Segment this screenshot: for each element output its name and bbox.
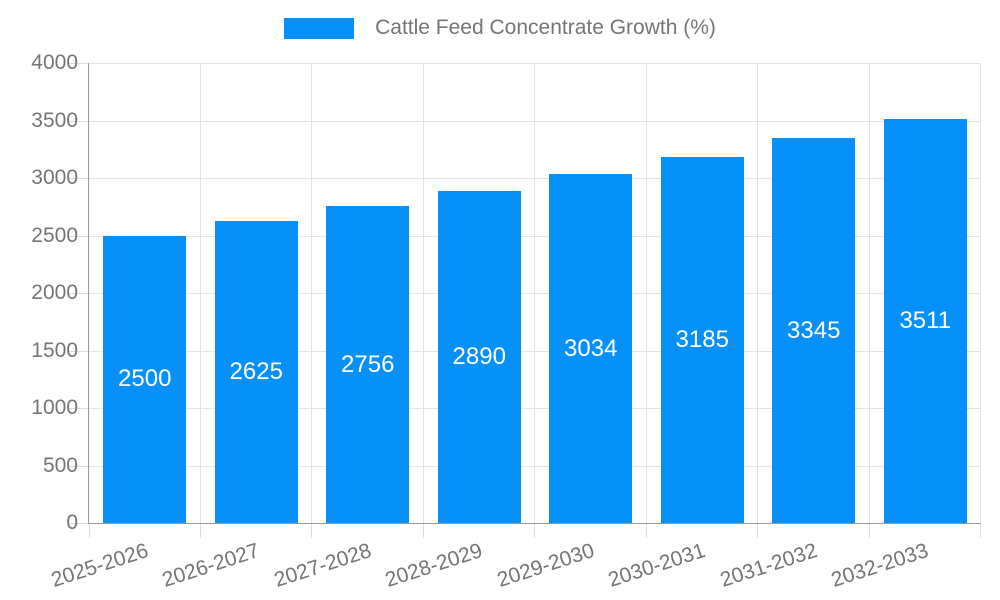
x-tick-label: 2025-2026 — [48, 539, 151, 592]
plot-area: 2500 2625 2756 2890 3034 3185 3345 3511 — [68, 63, 981, 538]
y-tick-mark — [68, 178, 88, 179]
bar-value-label: 3185 — [675, 325, 729, 353]
y-tick-label: 4000 — [31, 51, 78, 74]
bar[interactable]: 2756 — [326, 206, 410, 523]
x-tick-mark — [422, 524, 424, 538]
legend-item[interactable]: Cattle Feed Concentrate Growth (%) — [0, 16, 1000, 40]
x-gridline — [199, 63, 201, 523]
x-tick-mark — [534, 524, 535, 538]
y-tick-mark — [68, 408, 88, 409]
bar[interactable]: 2500 — [103, 235, 187, 523]
x-gridline — [534, 63, 535, 523]
y-gridline — [89, 63, 981, 64]
bar-value-label: 2625 — [229, 358, 283, 386]
bar-value-label: 2890 — [452, 342, 506, 370]
bar[interactable]: 2890 — [437, 190, 521, 523]
x-tick-label: 2026-2027 — [159, 539, 263, 592]
bar[interactable]: 3345 — [772, 138, 856, 523]
y-tick-label: 1000 — [31, 396, 78, 419]
x-tick-mark — [311, 524, 312, 538]
y-tick-label: 500 — [42, 453, 78, 477]
y-tick-label: 3000 — [31, 166, 78, 189]
bar[interactable]: 2625 — [214, 221, 298, 523]
x-tick-mark — [868, 524, 870, 538]
x-tick-label: 2028-2029 — [382, 539, 486, 592]
x-tick-label: 2032-2033 — [828, 539, 932, 592]
x-gridline — [422, 63, 424, 523]
x-tick-label: 2029-2030 — [494, 539, 597, 592]
x-gridline — [645, 63, 647, 523]
y-gridline — [89, 120, 981, 122]
y-tick-mark — [68, 350, 88, 352]
y-tick-mark — [68, 465, 88, 467]
y-gridline — [89, 293, 981, 294]
x-gridline — [311, 63, 312, 523]
y-tick-label: 2500 — [31, 223, 78, 247]
bar-value-label: 3345 — [787, 316, 841, 344]
x-gridline — [868, 63, 870, 523]
legend-swatch — [284, 17, 355, 39]
x-tick-mark — [980, 524, 981, 538]
bar-value-label: 2500 — [118, 365, 172, 393]
y-tick-label: 1500 — [31, 338, 78, 362]
bar-value-label: 3511 — [899, 307, 952, 335]
legend-label: Cattle Feed Concentrate Growth (%) — [375, 16, 716, 39]
bar-value-label: 2756 — [341, 350, 395, 378]
bar[interactable]: 3511 — [883, 119, 967, 523]
x-tick-mark — [199, 524, 201, 538]
y-gridline — [89, 350, 981, 352]
x-tick-mark — [757, 524, 758, 538]
x-tick-label: 2027-2028 — [271, 539, 374, 592]
y-tick-label: 3500 — [31, 108, 78, 132]
x-gridline — [980, 63, 981, 523]
y-gridline — [89, 465, 981, 467]
y-tick-label: 2000 — [31, 281, 78, 304]
x-tick-label: 2031-2032 — [717, 539, 820, 592]
x-tick-mark — [645, 524, 647, 538]
bar-value-label: 3034 — [564, 334, 618, 362]
y-tick-mark — [68, 293, 88, 294]
bar[interactable]: 3034 — [549, 174, 633, 523]
bar[interactable]: 3185 — [660, 156, 744, 523]
y-tick-mark — [68, 523, 88, 524]
y-tick-mark — [68, 235, 88, 237]
y-tick-mark — [68, 120, 88, 122]
y-gridline — [89, 235, 981, 237]
x-gridline — [757, 63, 758, 523]
y-tick-label: 0 — [66, 511, 78, 534]
y-gridline — [89, 178, 981, 179]
y-gridline — [89, 408, 981, 409]
x-tick-mark — [89, 524, 90, 538]
x-tick-label: 2030-2031 — [605, 539, 709, 592]
y-tick-mark — [68, 63, 88, 64]
